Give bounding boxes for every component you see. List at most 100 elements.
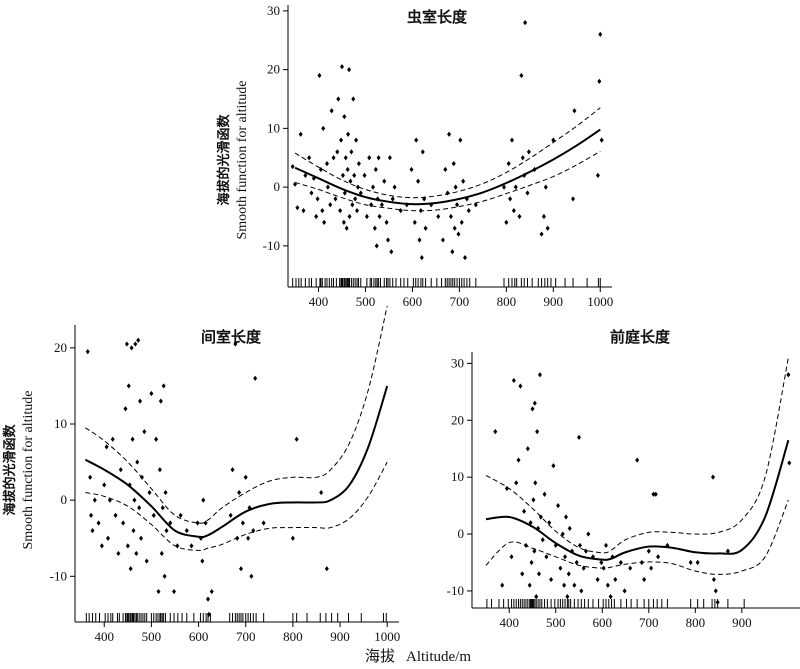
data-point: [341, 219, 346, 225]
data-point: [558, 565, 563, 571]
data-point: [290, 163, 295, 170]
data-point: [382, 178, 387, 184]
data-point: [551, 463, 556, 469]
data-point: [314, 213, 319, 220]
data-point: [99, 543, 104, 549]
data-point: [786, 372, 791, 378]
upper-ci-line: [485, 357, 789, 554]
y-axis-label-cn: 海拔的光滑函数: [2, 424, 18, 516]
data-point: [556, 503, 561, 509]
data-point: [581, 565, 586, 571]
data-point: [466, 208, 471, 214]
data-point: [184, 528, 189, 534]
data-point: [125, 543, 130, 549]
y-tick-label: -10: [447, 583, 464, 598]
data-point: [246, 535, 251, 541]
data-point: [695, 559, 700, 566]
data-point: [603, 542, 608, 549]
plot-area-0: -10 0 10 20 30 400 500 600 700 800 900 1000: [263, 3, 614, 309]
data-point: [340, 172, 345, 178]
data-point: [352, 172, 357, 178]
data-point: [228, 512, 233, 518]
lower-ci-line: [85, 461, 388, 551]
data-point: [520, 571, 525, 577]
data-point: [725, 548, 730, 554]
data-point: [205, 596, 210, 602]
data-point: [158, 398, 163, 404]
data-point: [392, 184, 397, 190]
data-point: [537, 372, 542, 378]
data-point: [161, 383, 166, 389]
y-tick-label: 30: [451, 355, 464, 370]
x-tick-label: 900: [544, 294, 564, 309]
data-point: [526, 149, 531, 155]
data-point: [522, 508, 527, 514]
upper-ci-line: [85, 305, 388, 524]
data-point: [536, 571, 541, 577]
data-point: [710, 474, 715, 480]
data-point: [127, 482, 132, 488]
data-point: [461, 178, 466, 184]
x-tick-label: 500: [356, 294, 376, 309]
data-point: [240, 520, 245, 526]
x-tick-label: 700: [450, 294, 470, 309]
data-point: [336, 96, 341, 102]
x-tick-label: 600: [593, 615, 613, 630]
data-point: [458, 137, 463, 143]
data-point: [147, 489, 152, 496]
data-point: [642, 576, 647, 583]
data-point: [565, 594, 570, 600]
data-point: [110, 436, 115, 442]
data-point: [598, 31, 603, 37]
data-point: [356, 161, 361, 167]
data-point: [379, 202, 384, 208]
x-tick-label: 800: [686, 615, 706, 630]
data-point: [160, 505, 165, 511]
data-point: [387, 155, 392, 161]
data-point: [136, 337, 141, 343]
data-point: [436, 213, 441, 220]
data-point: [514, 480, 519, 486]
data-point: [329, 108, 334, 114]
data-point: [456, 231, 461, 237]
data-point: [523, 20, 528, 26]
x-tick-label: 1000: [374, 629, 400, 644]
data-point: [577, 542, 582, 549]
data-point: [533, 480, 538, 486]
data-point: [195, 520, 200, 526]
data-point: [646, 548, 651, 554]
data-point: [608, 594, 613, 600]
data-point: [355, 184, 360, 190]
data-point: [535, 429, 540, 435]
data-point: [353, 196, 358, 202]
x-axis-label-cn: 海拔: [365, 647, 395, 665]
x-tick-label: 600: [403, 294, 423, 309]
data-point: [339, 137, 344, 143]
data-point: [303, 172, 308, 178]
data-point: [516, 457, 521, 463]
data-point: [203, 520, 208, 526]
data-point: [539, 231, 544, 237]
data-point: [571, 196, 576, 202]
data-point: [372, 225, 377, 231]
x-axis-label: 海拔 Altitude/m: [365, 647, 471, 665]
data-point: [390, 196, 395, 202]
smooth-line: [485, 439, 790, 561]
panel-title: 前庭长度: [610, 328, 671, 346]
data-point: [123, 406, 128, 412]
data-point: [163, 489, 168, 496]
y-tick-label: 0: [274, 179, 281, 194]
data-point: [389, 249, 394, 255]
data-point: [201, 497, 206, 503]
data-point: [373, 166, 378, 173]
data-point: [102, 482, 107, 488]
data-point: [168, 520, 173, 526]
x-tick-label: 700: [236, 629, 256, 644]
data-point: [116, 550, 121, 557]
data-point: [599, 137, 604, 143]
data-point: [508, 196, 513, 202]
data-point: [133, 341, 138, 347]
data-point: [362, 172, 367, 178]
data-point: [595, 576, 600, 583]
